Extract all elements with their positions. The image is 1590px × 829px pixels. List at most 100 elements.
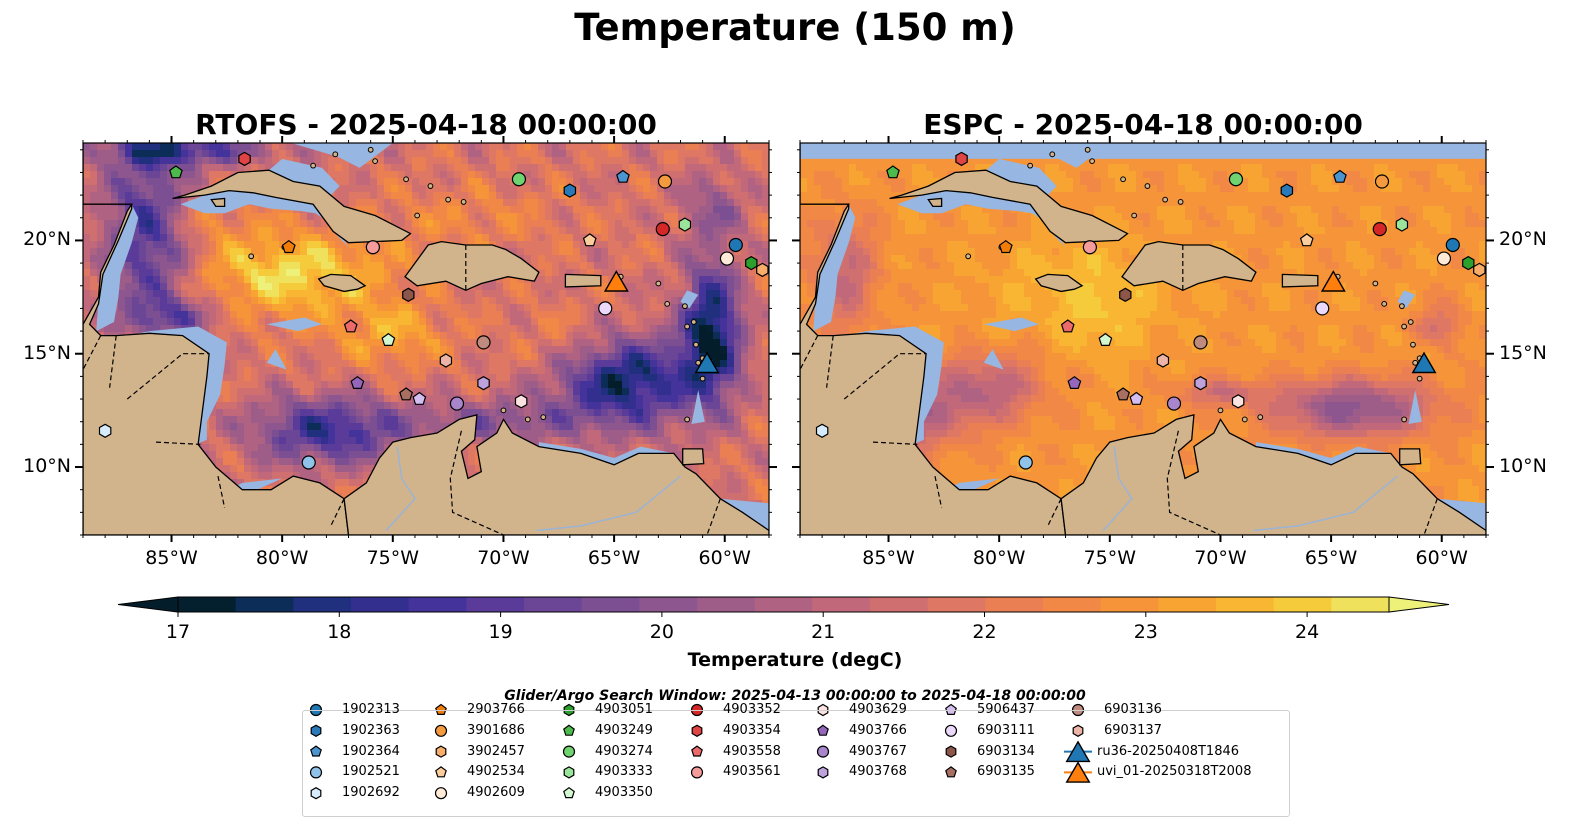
legend-title: Glider/Argo Search Window: 2025-04-13 00…: [504, 688, 1086, 704]
axis-ticks: [75, 136, 1494, 542]
legend-marker-6903137: [1072, 724, 1084, 737]
float-marker-4903561: [1082, 240, 1097, 255]
legend-marker-4903768: [817, 766, 829, 779]
float-marker-4903561: [365, 240, 380, 255]
float-marker-6903134: [402, 287, 415, 302]
colorbar-segment: [1273, 597, 1332, 612]
legend-marker-1902364: [310, 745, 322, 757]
rtofs-map-panel: [82, 142, 770, 536]
colorbar-segment: [293, 597, 352, 612]
colorbar: [117, 596, 1450, 617]
colorbar-segment: [1216, 597, 1275, 612]
float-marker-4903768: [477, 376, 490, 391]
legend-marker-uvi_01-20250318T2008: [1065, 761, 1091, 783]
colorbar-segment: [754, 597, 813, 612]
espc-map-panel: [799, 142, 1487, 536]
float-marker-1902364: [616, 169, 630, 183]
legend-marker-4902609: [434, 787, 448, 800]
float-marker-3902457: [756, 262, 769, 278]
float-marker-6903137: [439, 353, 453, 368]
float-marker-4903558: [1060, 319, 1075, 333]
float-marker-6903111: [1315, 301, 1330, 316]
legend-marker-4903767: [816, 745, 830, 758]
legend-marker-4903333: [563, 766, 575, 779]
float-marker-4903249: [169, 165, 183, 179]
land: [83, 143, 769, 535]
legend-marker-4903766: [817, 724, 829, 736]
glider-marker-ru36-20250408T1846: [694, 351, 720, 374]
colorbar-label: Temperature (degC): [687, 649, 903, 671]
float-marker-4903767: [1166, 396, 1182, 411]
float-marker-1902313: [728, 237, 743, 253]
float-marker-4903558: [343, 319, 358, 333]
colorbar-under-extension: [117, 596, 179, 613]
float-marker-2903766: [998, 239, 1013, 254]
legend-marker-5906437: [945, 703, 957, 716]
float-marker-6903135: [399, 387, 414, 401]
glider-marker-uvi_01-20250318T2008: [1320, 270, 1346, 292]
float-marker-2903766: [281, 239, 296, 254]
float-marker-6903111: [598, 301, 613, 316]
float-marker-1902313: [1445, 237, 1460, 253]
float-marker-4903333: [1395, 217, 1409, 232]
float-marker-4903629: [514, 394, 528, 409]
espc-panel-title: ESPC - 2025-04-18 00:00:00: [923, 108, 1363, 141]
legend-marker-4903561: [690, 766, 704, 779]
float-marker-4903354: [238, 151, 251, 167]
float-marker-4902609: [719, 251, 735, 266]
float-marker-1902692: [98, 423, 112, 438]
float-marker-3901686: [657, 174, 673, 189]
float-marker-6903135: [1116, 387, 1131, 401]
colorbar-segment: [639, 597, 698, 612]
land: [800, 143, 1486, 535]
float-marker-4903274: [511, 172, 527, 187]
colorbar-segment: [1043, 597, 1102, 612]
rtofs-panel-title: RTOFS - 2025-04-18 00:00:00: [195, 108, 657, 141]
float-marker-4903333: [678, 217, 692, 232]
legend-marker-1902521: [309, 766, 323, 779]
float-marker-4903768: [1194, 376, 1207, 391]
float-marker-1902363: [563, 183, 577, 198]
legend-marker-2903766: [435, 703, 447, 716]
float-marker-4903354: [955, 151, 968, 167]
colorbar-segment: [985, 597, 1044, 612]
float-marker-4903629: [1231, 394, 1245, 409]
float-markers: [815, 151, 1486, 470]
float-marker-3901686: [1374, 174, 1390, 189]
legend-marker-4902534: [435, 766, 447, 778]
float-marker-4903352: [655, 222, 670, 237]
legend-marker-3901686: [434, 724, 448, 737]
colorbar-over-extension: [1388, 596, 1450, 613]
float-marker-6903137: [1156, 353, 1170, 368]
colorbar-segment: [524, 597, 583, 612]
legend-marker-4903249: [563, 724, 575, 736]
colorbar-segment: [351, 597, 410, 612]
legend-marker-4903274: [562, 745, 576, 758]
figure-title: Temperature (150 m): [574, 6, 1016, 49]
float-marker-6903136: [476, 335, 491, 350]
legend-marker-6903134: [945, 745, 957, 758]
glider-marker-uvi_01-20250318T2008: [603, 270, 629, 292]
float-marker-4903051: [745, 255, 758, 271]
float-marker-4902534: [582, 233, 597, 247]
float-marker-4903350: [1098, 332, 1113, 346]
float-marker-1902521: [301, 455, 316, 470]
legend-box: [302, 710, 1290, 817]
float-marker-6903134: [1119, 287, 1132, 302]
float-marker-4903767: [449, 396, 465, 411]
float-markers: [98, 151, 769, 470]
float-marker-4902609: [1436, 251, 1452, 266]
legend-marker-6903135: [945, 766, 957, 778]
legend-marker-1902692: [310, 787, 322, 800]
colorbar-segment: [870, 597, 929, 612]
float-marker-1902363: [1280, 183, 1294, 198]
float-marker-4903249: [886, 165, 900, 179]
colorbar-segment: [1158, 597, 1217, 612]
legend-marker-3902457: [435, 745, 447, 758]
float-marker-4902534: [1299, 233, 1314, 247]
float-marker-3902457: [1473, 262, 1486, 278]
colorbar-segment: [1100, 597, 1159, 612]
map-frame: [82, 142, 770, 536]
colorbar-segment: [466, 597, 525, 612]
